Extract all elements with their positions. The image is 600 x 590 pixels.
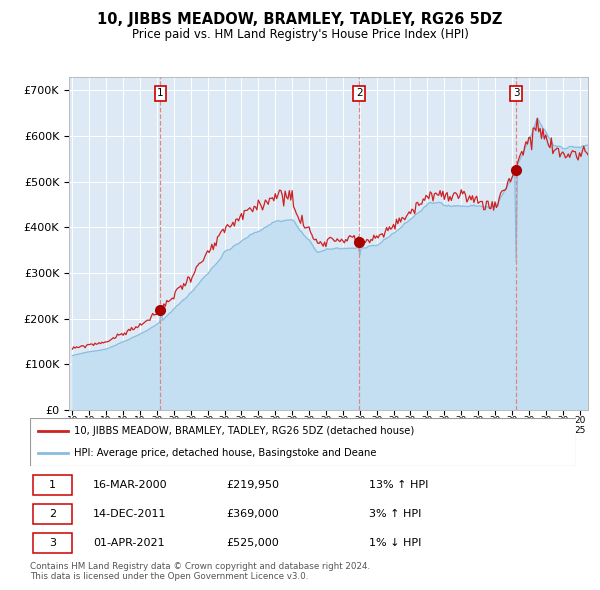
Text: 01-APR-2021: 01-APR-2021 — [93, 538, 164, 548]
FancyBboxPatch shape — [30, 418, 576, 466]
Text: HPI: Average price, detached house, Basingstoke and Deane: HPI: Average price, detached house, Basi… — [74, 448, 376, 458]
Text: 13% ↑ HPI: 13% ↑ HPI — [368, 480, 428, 490]
FancyBboxPatch shape — [33, 533, 72, 553]
Text: 10, JIBBS MEADOW, BRAMLEY, TADLEY, RG26 5DZ (detached house): 10, JIBBS MEADOW, BRAMLEY, TADLEY, RG26 … — [74, 426, 414, 436]
FancyBboxPatch shape — [33, 504, 72, 524]
Text: 3% ↑ HPI: 3% ↑ HPI — [368, 509, 421, 519]
FancyBboxPatch shape — [33, 475, 72, 494]
Text: 1% ↓ HPI: 1% ↓ HPI — [368, 538, 421, 548]
Text: 3: 3 — [49, 538, 56, 548]
Text: 2: 2 — [356, 88, 362, 99]
Text: 1: 1 — [157, 88, 164, 99]
Text: Price paid vs. HM Land Registry's House Price Index (HPI): Price paid vs. HM Land Registry's House … — [131, 28, 469, 41]
Text: £219,950: £219,950 — [227, 480, 280, 490]
Text: 3: 3 — [513, 88, 520, 99]
Text: 2: 2 — [49, 509, 56, 519]
Text: 14-DEC-2011: 14-DEC-2011 — [93, 509, 166, 519]
Text: 10, JIBBS MEADOW, BRAMLEY, TADLEY, RG26 5DZ: 10, JIBBS MEADOW, BRAMLEY, TADLEY, RG26 … — [97, 12, 503, 27]
Text: 16-MAR-2000: 16-MAR-2000 — [93, 480, 167, 490]
Text: £369,000: £369,000 — [227, 509, 280, 519]
Text: £525,000: £525,000 — [227, 538, 280, 548]
Text: 1: 1 — [49, 480, 56, 490]
Text: Contains HM Land Registry data © Crown copyright and database right 2024.
This d: Contains HM Land Registry data © Crown c… — [30, 562, 370, 581]
